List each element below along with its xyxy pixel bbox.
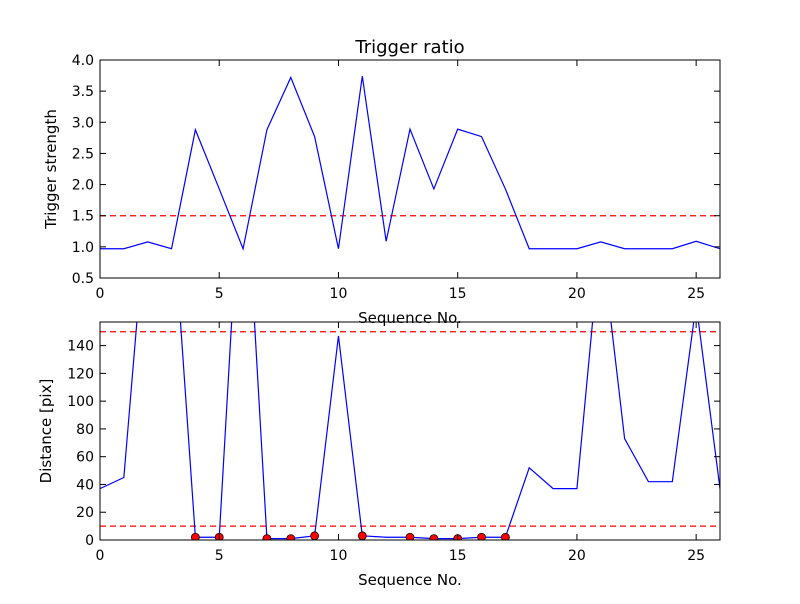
plot-area <box>100 322 720 540</box>
y-tick-label: 4.0 <box>72 53 94 69</box>
y-tick-label: 80 <box>76 422 94 438</box>
x-tick-label: 0 <box>96 286 105 302</box>
axes-frame <box>99 59 721 279</box>
y-tick-label: 0.5 <box>72 271 94 287</box>
y-tick-label: 20 <box>76 505 94 521</box>
distance-chart: 0 5 10 15 20 25 0 20 40 60 80 100 120 140 Sequence No… <box>37 321 721 589</box>
data-point <box>405 532 415 540</box>
y-tick-label: 120 <box>67 366 94 382</box>
x-tick-label: 0 <box>96 548 105 564</box>
data-point <box>429 534 439 540</box>
y-axis-label: Trigger strength <box>42 109 60 230</box>
y-tick-label: 3.5 <box>72 84 94 100</box>
data-point <box>190 532 200 540</box>
y-tick-label: 100 <box>67 394 94 410</box>
y-tick-label: 0 <box>85 533 94 549</box>
x-tick-label: 25 <box>687 548 705 564</box>
data-point <box>500 532 510 540</box>
data-point <box>357 531 367 540</box>
y-tick-label: 1.0 <box>72 240 94 256</box>
data-point <box>310 531 320 540</box>
y-tick-label: 60 <box>76 450 94 466</box>
x-axis-label: Sequence No. <box>358 571 462 589</box>
x-tick-label: 5 <box>215 548 224 564</box>
plot-area <box>100 75 720 251</box>
x-tick-label: 20 <box>568 548 586 564</box>
x-tick-label: 25 <box>687 286 705 302</box>
data-point <box>286 534 296 540</box>
trigger-ratio-chart: Trigger ratio 0 5 10 15 20 25 0.5 1.0 1.5 2.0 2.5 3… <box>42 37 721 327</box>
series-line <box>100 75 720 251</box>
axis-ticks: 0 5 10 15 20 25 0 20 40 60 80 100 120 140 <box>67 322 720 564</box>
y-tick-label: 3.0 <box>72 115 94 131</box>
chart-title: Trigger ratio <box>354 37 464 58</box>
x-axis-label: Sequence No. <box>358 309 462 327</box>
x-tick-label: 10 <box>330 548 348 564</box>
x-tick-label: 15 <box>449 548 467 564</box>
y-tick-label: 1.5 <box>72 209 94 225</box>
y-tick-label: 40 <box>76 477 94 493</box>
x-tick-label: 10 <box>330 286 348 302</box>
y-tick-label: 140 <box>67 339 94 355</box>
axes-frame <box>99 321 721 541</box>
y-tick-label: 2.5 <box>72 146 94 162</box>
x-tick-label: 20 <box>568 286 586 302</box>
x-tick-label: 15 <box>449 286 467 302</box>
y-axis-label: Distance [pix] <box>37 379 55 484</box>
y-tick-label: 2.0 <box>72 178 94 194</box>
data-point <box>477 532 486 540</box>
x-tick-label: 5 <box>215 286 224 302</box>
data-point <box>262 534 272 540</box>
